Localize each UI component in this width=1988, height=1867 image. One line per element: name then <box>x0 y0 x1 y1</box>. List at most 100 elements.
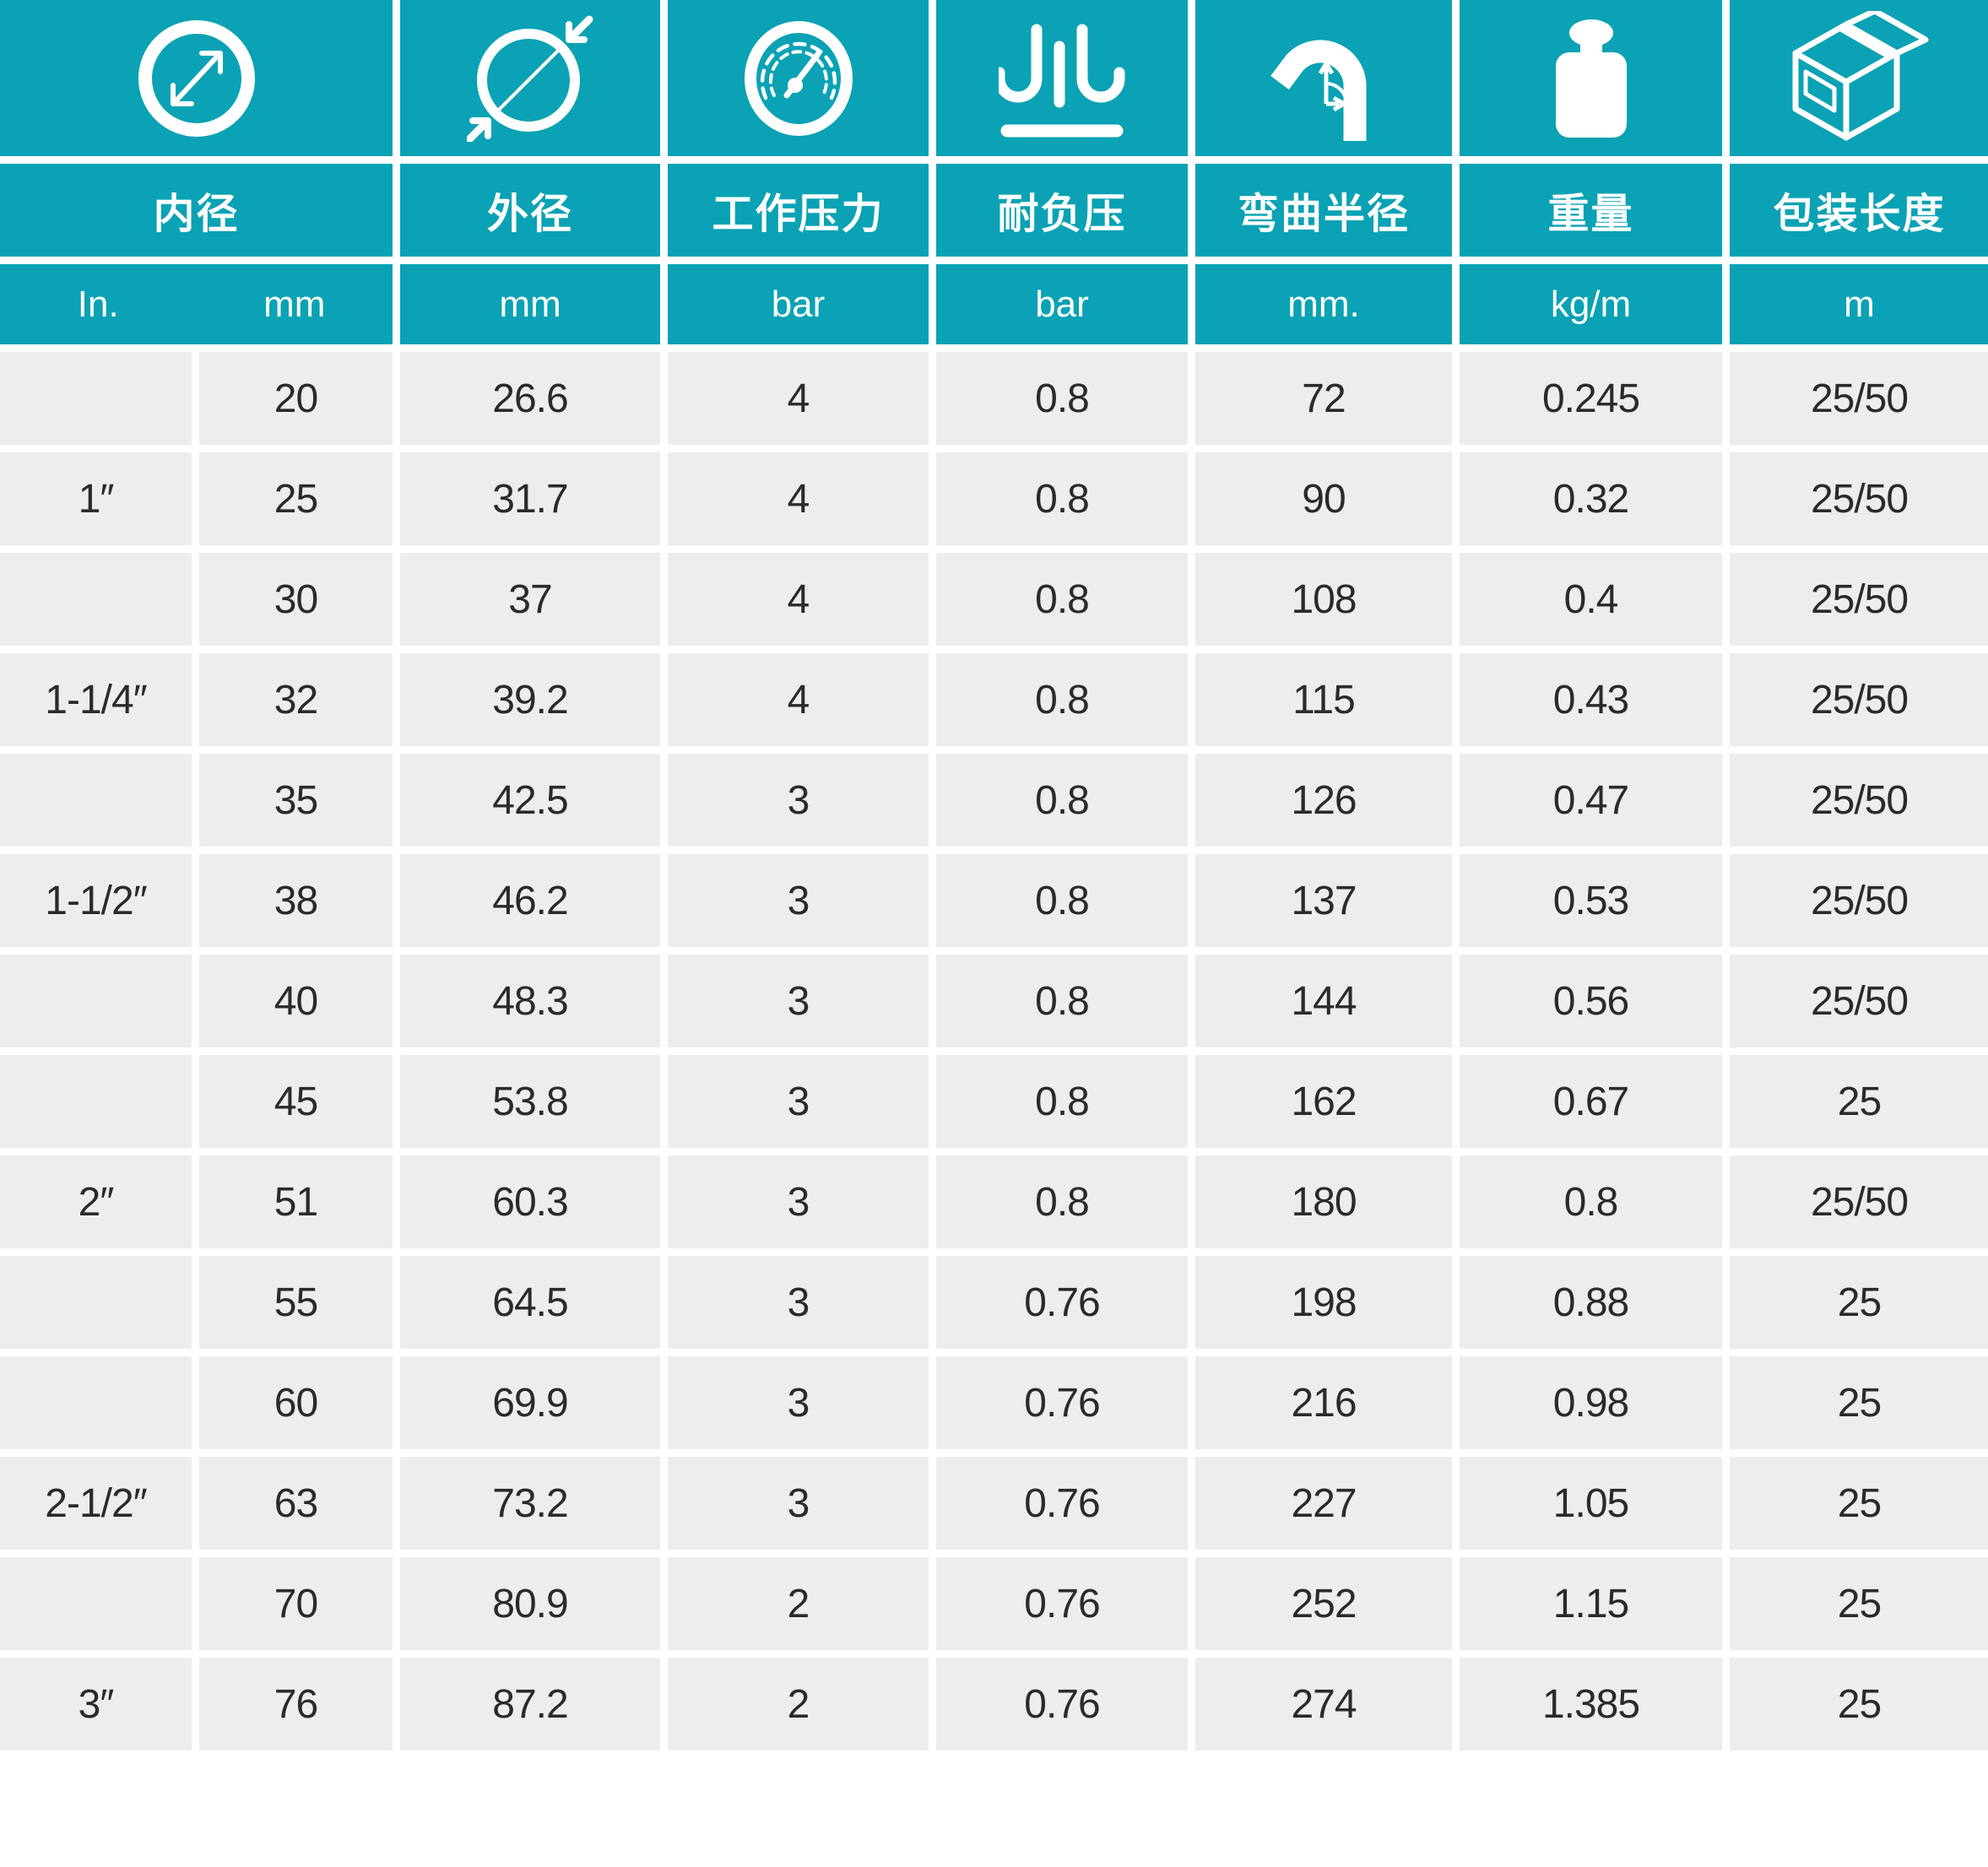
cell-weight: 0.245 <box>1460 352 1722 445</box>
column-icon-cell-bend-radius <box>1195 0 1452 156</box>
outer-diameter-icon <box>467 15 593 142</box>
cell-packing-length: 25/50 <box>1730 653 1988 746</box>
cell-packing-length: 25 <box>1730 1457 1988 1550</box>
unit-working-pressure: bar <box>668 264 929 344</box>
cell-bend-radius: 252 <box>1195 1557 1452 1650</box>
column-header-weight: 重量 <box>1460 164 1722 257</box>
cell-packing-length: 25/50 <box>1730 754 1988 847</box>
cell-working-pressure: 2 <box>668 1658 929 1751</box>
cell-inner-diameter-in <box>0 553 192 646</box>
cell-packing-length: 25 <box>1730 1055 1988 1148</box>
cell-vacuum: 0.76 <box>936 1557 1188 1650</box>
cell-outer-diameter: 31.7 <box>400 452 660 545</box>
unit-weight: kg/m <box>1460 264 1722 344</box>
column-icon-cell-packing-length <box>1730 0 1988 156</box>
cell-working-pressure: 3 <box>668 1155 929 1248</box>
cell-inner-diameter-mm: 35 <box>199 754 393 847</box>
column-icon-cell-outer-diameter <box>400 0 660 156</box>
cell-inner-diameter-mm: 25 <box>199 452 393 545</box>
unit-inner-diameter-mm: mm <box>263 283 326 325</box>
unit-bend-radius: mm. <box>1195 264 1452 344</box>
cell-packing-length: 25 <box>1730 1356 1988 1449</box>
cell-inner-diameter-mm: 70 <box>199 1557 393 1650</box>
spec-table: 内径 外径 工作压力 耐负压 弯曲半径 重量 包装长度 In. mm mm bar… <box>0 0 1988 1751</box>
cell-packing-length: 25/50 <box>1730 854 1988 947</box>
cell-vacuum: 0.8 <box>936 1155 1188 1248</box>
unit-inner-diameter: In. mm <box>0 264 393 344</box>
unit-packing-length: m <box>1730 264 1988 344</box>
column-icon-cell-working-pressure <box>668 0 929 156</box>
cell-working-pressure: 3 <box>668 1055 929 1148</box>
cell-bend-radius: 180 <box>1195 1155 1452 1248</box>
cell-weight: 1.15 <box>1460 1557 1722 1650</box>
cell-packing-length: 25/50 <box>1730 553 1988 646</box>
cell-packing-length: 25/50 <box>1730 955 1988 1047</box>
cell-bend-radius: 274 <box>1195 1658 1452 1751</box>
cell-inner-diameter-mm: 55 <box>199 1256 393 1349</box>
cell-bend-radius: 144 <box>1195 955 1452 1047</box>
cell-weight: 1.05 <box>1460 1457 1722 1550</box>
cell-outer-diameter: 26.6 <box>400 352 660 445</box>
column-icon-cell-weight <box>1460 0 1722 156</box>
cell-inner-diameter-mm: 60 <box>199 1356 393 1449</box>
cell-outer-diameter: 42.5 <box>400 754 660 847</box>
cell-weight: 0.53 <box>1460 854 1722 947</box>
cell-bend-radius: 227 <box>1195 1457 1452 1550</box>
cell-vacuum: 0.8 <box>936 653 1188 746</box>
cell-bend-radius: 162 <box>1195 1055 1452 1148</box>
cell-weight: 0.56 <box>1460 955 1722 1047</box>
cell-inner-diameter-in: 1-1/4″ <box>0 653 192 746</box>
column-icon-cell-vacuum <box>936 0 1188 156</box>
cell-bend-radius: 126 <box>1195 754 1452 847</box>
cell-inner-diameter-in <box>0 1055 192 1148</box>
cell-working-pressure: 3 <box>668 955 929 1047</box>
cell-inner-diameter-in <box>0 955 192 1047</box>
inner-diameter-icon <box>138 19 255 137</box>
cell-inner-diameter-mm: 30 <box>199 553 393 646</box>
cell-inner-diameter-mm: 32 <box>199 653 393 746</box>
cell-bend-radius: 115 <box>1195 653 1452 746</box>
cell-working-pressure: 4 <box>668 653 929 746</box>
cell-weight: 0.32 <box>1460 452 1722 545</box>
cell-inner-diameter-mm: 38 <box>199 854 393 947</box>
cell-weight: 0.8 <box>1460 1155 1722 1248</box>
column-icon-cell-inner-diameter <box>0 0 393 156</box>
cell-inner-diameter-mm: 20 <box>199 352 393 445</box>
cell-outer-diameter: 60.3 <box>400 1155 660 1248</box>
weight-icon <box>1555 19 1627 138</box>
cell-inner-diameter-in <box>0 1557 192 1650</box>
cell-working-pressure: 4 <box>668 553 929 646</box>
unit-outer-diameter: mm <box>400 264 660 344</box>
cell-weight: 0.67 <box>1460 1055 1722 1148</box>
cell-outer-diameter: 39.2 <box>400 653 660 746</box>
cell-outer-diameter: 64.5 <box>400 1256 660 1349</box>
cell-outer-diameter: 69.9 <box>400 1356 660 1449</box>
cell-vacuum: 0.8 <box>936 955 1188 1047</box>
cell-bend-radius: 198 <box>1195 1256 1452 1349</box>
cell-packing-length: 25/50 <box>1730 452 1988 545</box>
cell-bend-radius: 72 <box>1195 352 1452 445</box>
cell-weight: 1.385 <box>1460 1658 1722 1751</box>
cell-working-pressure: 3 <box>668 1256 929 1349</box>
cell-bend-radius: 108 <box>1195 553 1452 646</box>
cell-inner-diameter-in: 1″ <box>0 452 192 545</box>
cell-inner-diameter-in <box>0 1356 192 1449</box>
cell-weight: 0.88 <box>1460 1256 1722 1349</box>
column-header-working-pressure: 工作压力 <box>668 164 929 257</box>
cell-outer-diameter: 48.3 <box>400 955 660 1047</box>
cell-inner-diameter-in <box>0 352 192 445</box>
cell-inner-diameter-mm: 40 <box>199 955 393 1047</box>
cell-bend-radius: 90 <box>1195 452 1452 545</box>
cell-packing-length: 25 <box>1730 1557 1988 1650</box>
column-header-packing-length: 包装长度 <box>1730 164 1988 257</box>
cell-weight: 0.98 <box>1460 1356 1722 1449</box>
cell-inner-diameter-in <box>0 754 192 847</box>
cell-weight: 0.4 <box>1460 553 1722 646</box>
cell-inner-diameter-in: 2″ <box>0 1155 192 1248</box>
cell-vacuum: 0.76 <box>936 1356 1188 1449</box>
cell-outer-diameter: 73.2 <box>400 1457 660 1550</box>
column-header-bend-radius: 弯曲半径 <box>1195 164 1452 257</box>
cell-vacuum: 0.8 <box>936 352 1188 445</box>
cell-vacuum: 0.76 <box>936 1658 1188 1751</box>
cell-inner-diameter-in: 3″ <box>0 1658 192 1751</box>
